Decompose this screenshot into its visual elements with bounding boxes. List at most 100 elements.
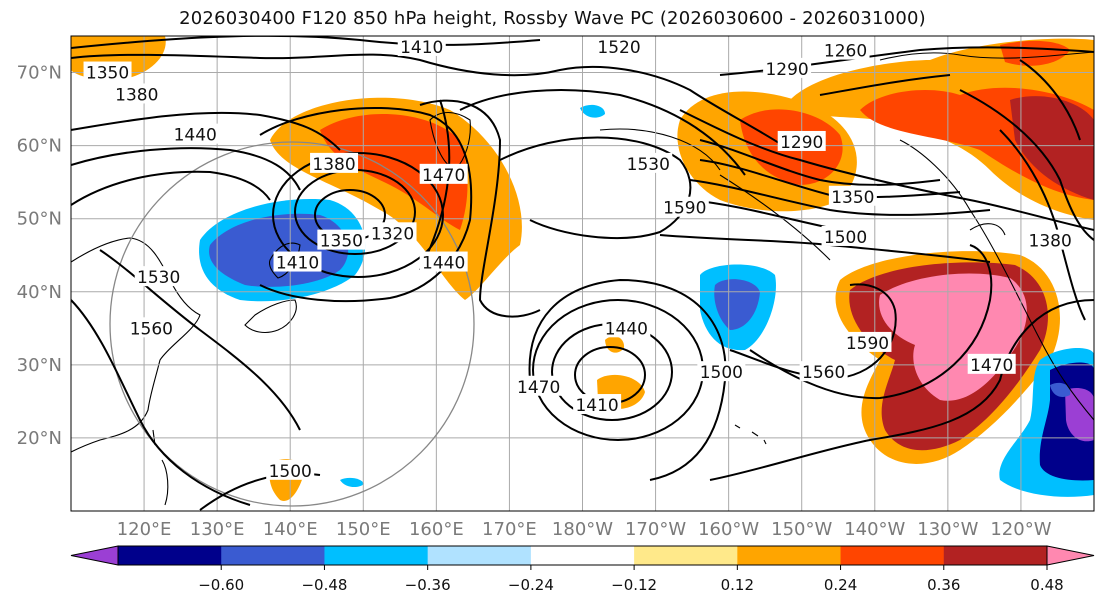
map-frame bbox=[70, 35, 1095, 512]
anomaly-southeast bbox=[999, 348, 1094, 497]
contour-label: 1260 bbox=[824, 42, 867, 62]
colorbar-tick-labels: −0.60 −0.48 −0.36 −0.24 −0.12 0.12 0.24 0.36 0.4… bbox=[198, 565, 1064, 594]
lat-tick-label: 70°N bbox=[17, 63, 62, 84]
lat-tick-label: 20°N bbox=[17, 428, 62, 449]
lon-tick-label: 160°W bbox=[698, 519, 759, 540]
colorbar-tick-label: 0.12 bbox=[721, 576, 754, 594]
contour-label-bg bbox=[602, 317, 651, 338]
contour-label: 1440 bbox=[605, 319, 648, 339]
contour-label: 1500 bbox=[824, 228, 867, 248]
colorbar-segment bbox=[427, 546, 532, 565]
contour-label-bg bbox=[419, 251, 468, 272]
colorbar-tick-label: 0.36 bbox=[927, 576, 960, 594]
colorbar-segment bbox=[221, 546, 325, 565]
contour-label-bg bbox=[171, 123, 220, 144]
colorbar bbox=[70, 545, 1095, 566]
contour-label: 1380 bbox=[312, 155, 355, 175]
anomaly-central-small bbox=[269, 336, 645, 501]
contour-label-bg bbox=[595, 35, 644, 56]
colorbar-outline bbox=[117, 545, 1048, 566]
contour-label: 1530 bbox=[137, 268, 180, 288]
colorbar-tick-label: −0.12 bbox=[611, 576, 657, 594]
lon-tick-label: 120°E bbox=[117, 519, 172, 540]
contour-label: 1290 bbox=[780, 133, 823, 153]
contour-label-bg bbox=[624, 152, 673, 173]
contour-label-bg bbox=[134, 266, 183, 287]
contour-label-bg bbox=[83, 61, 132, 82]
colorbar-tick-label: −0.24 bbox=[508, 576, 554, 594]
contour-label-bg bbox=[310, 152, 359, 173]
longitude-tick-labels: 120°E 130°E 140°E 150°E 160°E 170°E 180°W 170°W… bbox=[117, 519, 1052, 540]
contour-label: 1470 bbox=[970, 356, 1013, 376]
contour-label-bg bbox=[266, 459, 315, 480]
lat-tick-label: 40°N bbox=[17, 282, 62, 303]
contour-label-bg bbox=[317, 229, 366, 250]
contour-label: 1350 bbox=[320, 232, 363, 252]
contour-label-bg bbox=[573, 394, 622, 415]
contour-label: 1440 bbox=[422, 254, 465, 274]
contour-label: 1380 bbox=[1029, 232, 1072, 252]
lon-tick-label: 120°W bbox=[990, 519, 1051, 540]
colorbar-tick-label: 0.48 bbox=[1030, 576, 1063, 594]
lat-tick-label: 50°N bbox=[17, 209, 62, 230]
great-circle-ring bbox=[109, 141, 475, 507]
contour-label-bg bbox=[127, 317, 176, 338]
contour-label-bg bbox=[967, 353, 1016, 374]
lon-tick-label: 170°W bbox=[625, 519, 686, 540]
lon-tick-label: 180°W bbox=[552, 519, 613, 540]
colorbar-segment bbox=[737, 546, 842, 565]
latitude-tick-labels: 70°N 60°N 50°N 40°N 30°N 20°N bbox=[17, 63, 62, 449]
colorbar-tick-label: −0.36 bbox=[405, 576, 451, 594]
contour-label-bg bbox=[763, 57, 812, 78]
contour-label-bg bbox=[1026, 229, 1075, 250]
contour-labels: 1410 1520 12601290135013801440138014701290… bbox=[83, 35, 1075, 482]
contour-label-bg bbox=[828, 185, 877, 206]
contour-label: 1560 bbox=[802, 363, 845, 383]
contour-label-bg bbox=[368, 222, 417, 243]
colorbar-extend-max bbox=[1046, 545, 1095, 566]
contour-label: 1410 bbox=[575, 396, 618, 416]
anomaly-central-pacific-low bbox=[700, 264, 776, 351]
lon-tick-label: 130°W bbox=[917, 519, 978, 540]
colorbar-tick-label: −0.60 bbox=[198, 576, 244, 594]
contour-label: 1560 bbox=[130, 319, 173, 339]
contour-label: 1470 bbox=[517, 378, 560, 398]
contour-label: 1320 bbox=[371, 224, 414, 244]
lat-tick-label: 60°N bbox=[17, 136, 62, 157]
lon-tick-label: 130°E bbox=[190, 519, 245, 540]
contour-label-bg bbox=[112, 83, 161, 104]
colorbar-extend-min bbox=[70, 545, 119, 566]
colorbar-tick-label: −0.48 bbox=[301, 576, 347, 594]
contour-label-bg bbox=[843, 331, 892, 352]
contour-label-bg bbox=[419, 163, 468, 184]
contour-label: 1500 bbox=[269, 462, 312, 482]
contour-label: 1350 bbox=[86, 64, 129, 84]
contour-label: 1530 bbox=[627, 155, 670, 175]
colorbar-segment bbox=[118, 546, 222, 565]
contour-label: 1590 bbox=[846, 334, 889, 354]
contour-label: 1520 bbox=[597, 38, 640, 58]
contour-label-bg bbox=[821, 225, 870, 246]
chart-title: 2026030400 F120 850 hPa height, Rossby W… bbox=[179, 8, 926, 29]
contour-label: 1350 bbox=[831, 188, 874, 208]
lon-tick-label: 160°E bbox=[409, 519, 464, 540]
contour-label-bg bbox=[514, 375, 563, 396]
lat-tick-label: 30°N bbox=[17, 355, 62, 376]
colorbar-segment bbox=[530, 546, 635, 565]
contour-label-bg bbox=[777, 130, 826, 151]
contour-label-bg bbox=[397, 35, 446, 56]
colorbar-segment bbox=[324, 546, 429, 565]
colorbar-tick-label: 0.24 bbox=[824, 576, 857, 594]
contour-label: 1380 bbox=[115, 85, 158, 105]
contour-label: 1500 bbox=[700, 363, 743, 383]
lon-tick-label: 140°W bbox=[844, 519, 905, 540]
contour-label-bg bbox=[273, 251, 322, 272]
colorbar-segment bbox=[634, 546, 738, 565]
lon-tick-label: 150°W bbox=[771, 519, 832, 540]
contour-label: 1410 bbox=[400, 38, 443, 58]
contour-label-bg bbox=[821, 39, 870, 60]
anomaly-small-blue bbox=[340, 104, 605, 488]
contour-label-bg bbox=[697, 361, 746, 382]
contour-label: 1290 bbox=[765, 60, 808, 80]
lon-tick-label: 170°E bbox=[482, 519, 537, 540]
